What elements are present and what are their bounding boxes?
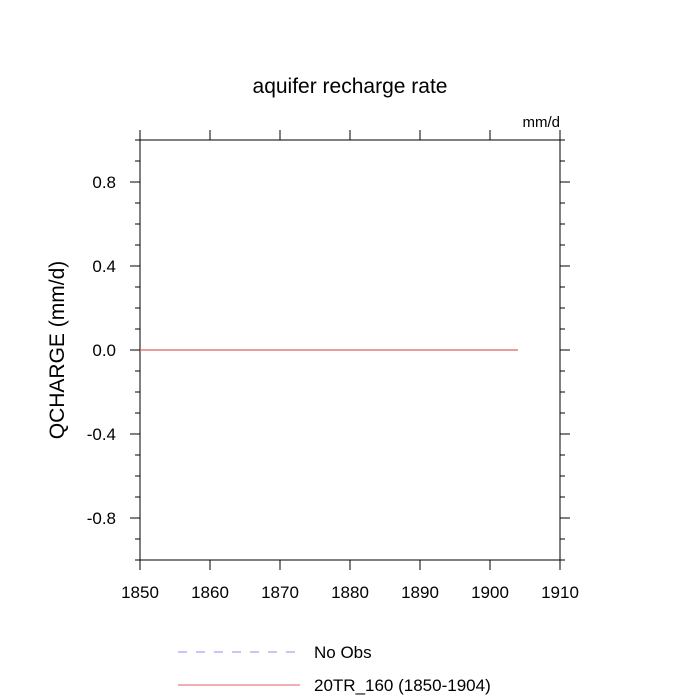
y-tick-label: 0.8 [92,173,116,192]
units-label: mm/d [523,114,561,131]
x-tick-label: 1860 [191,583,229,602]
y-tick-label: 0.4 [92,257,116,276]
legend: No Obs 20TR_160 (1850-1904) [178,643,491,695]
y-tick-label: -0.4 [87,425,116,444]
x-tick-label: 1890 [401,583,439,602]
x-tick-label: 1850 [121,583,159,602]
y-axis-label: QCHARGE (mm/d) [46,261,69,440]
x-tick-label: 1870 [261,583,299,602]
x-tick-label: 1910 [541,583,579,602]
axis-ticks [130,130,570,570]
y-tick-labels: -0.8 -0.4 0.0 0.4 0.8 [87,173,116,528]
chart-title: aquifer recharge rate [253,75,448,98]
x-tick-label: 1900 [471,583,509,602]
x-tick-labels: 1850 1860 1870 1880 1890 1900 1910 [121,583,579,602]
legend-label-20tr-160: 20TR_160 (1850-1904) [314,676,491,695]
y-tick-label: 0.0 [92,341,116,360]
plot-area: 1850 1860 1870 1880 1890 1900 1910 -0.8 -0.4 0.0… [87,130,579,602]
x-tick-label: 1880 [331,583,369,602]
legend-label-no-obs: No Obs [314,643,372,662]
y-tick-label: -0.8 [87,509,116,528]
